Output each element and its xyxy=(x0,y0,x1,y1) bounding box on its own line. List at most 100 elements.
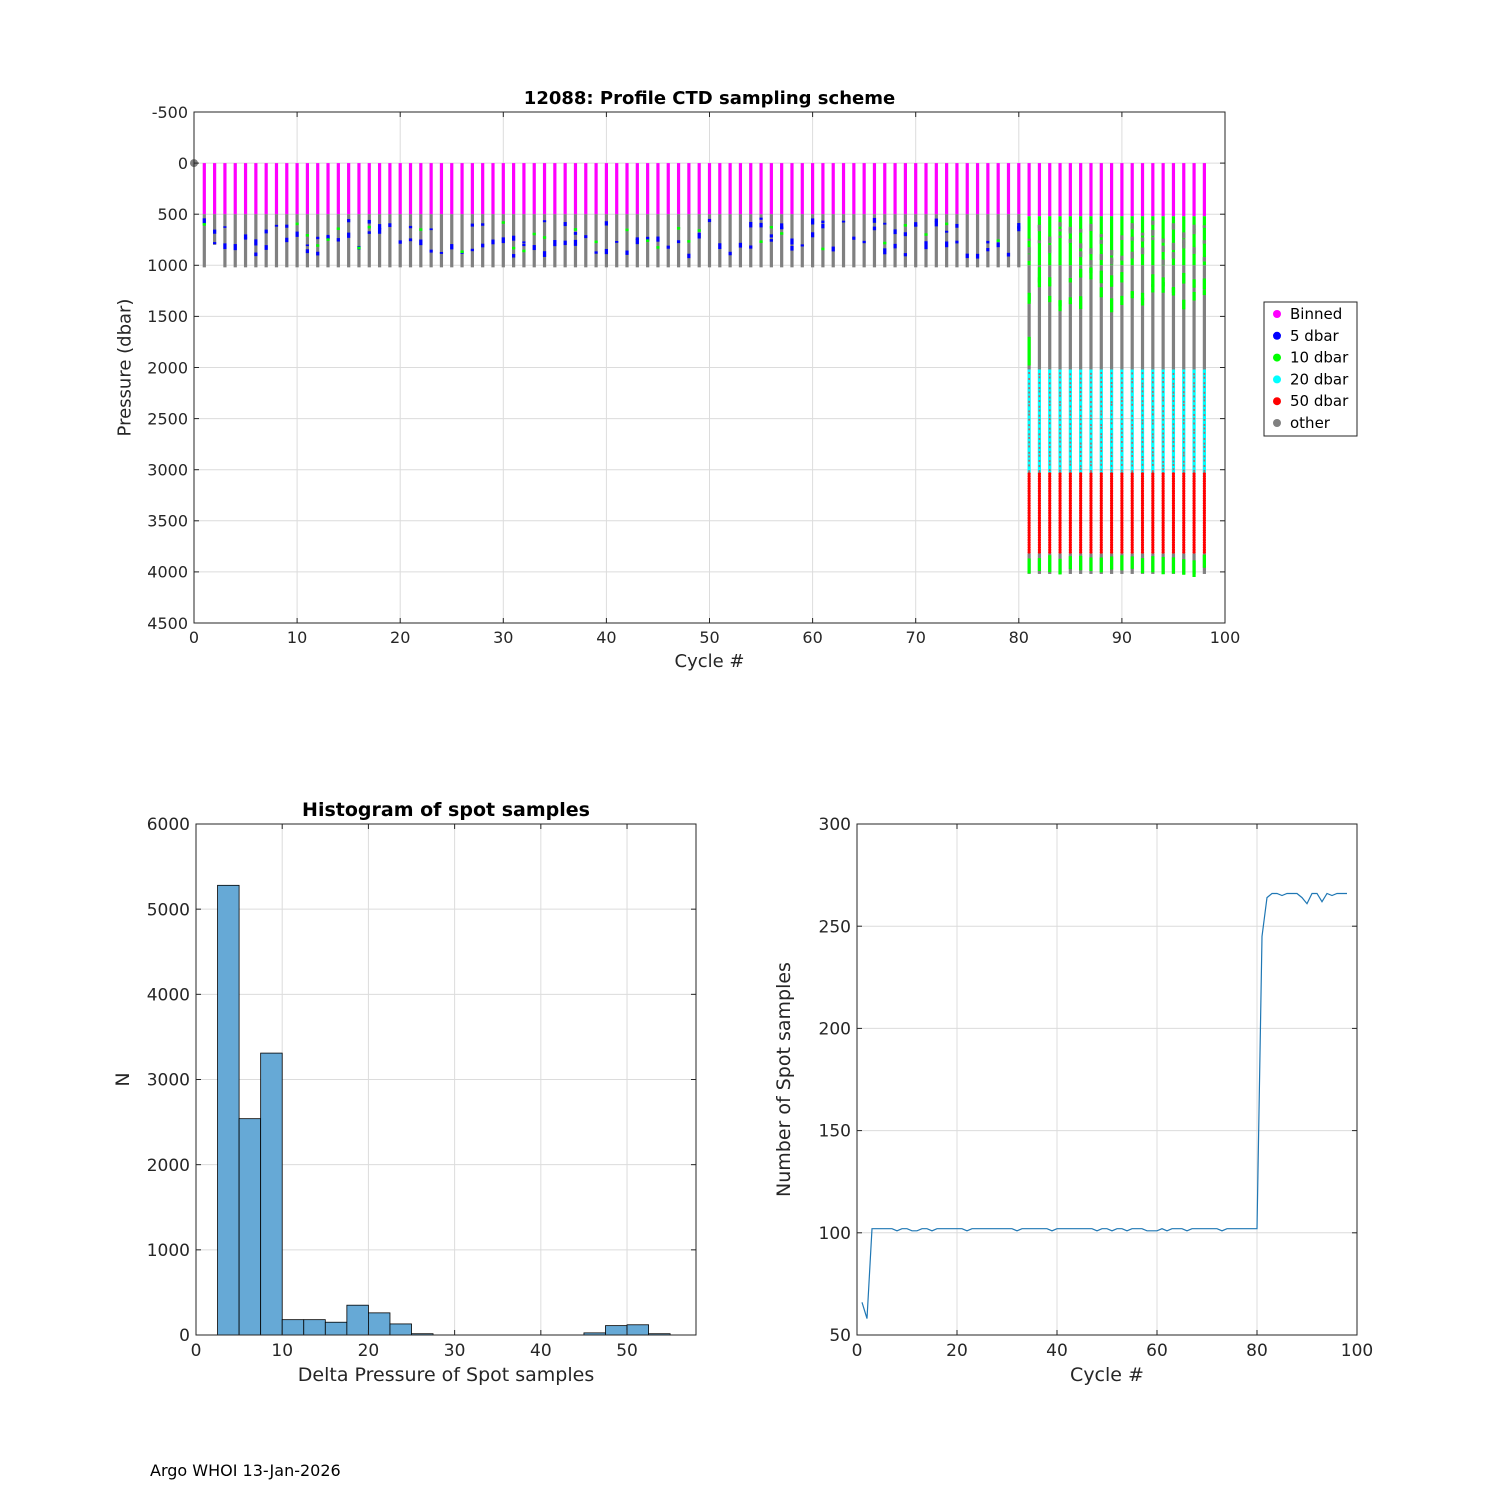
other-dot xyxy=(1059,418,1061,421)
dbar50-point xyxy=(1130,548,1134,552)
histogram-bar xyxy=(260,1052,283,1336)
other-segment xyxy=(666,214,670,268)
dbar5-segment xyxy=(264,229,268,234)
dbar50-point xyxy=(1120,506,1124,510)
other-segment xyxy=(1140,247,1145,255)
other-dot xyxy=(1182,391,1185,394)
dbar5-segment xyxy=(718,243,722,250)
dbar50-point xyxy=(1027,484,1031,488)
other-segment xyxy=(1171,252,1176,259)
dbar5-segment xyxy=(883,248,887,255)
dbar5-segment xyxy=(955,240,959,244)
binned-segment xyxy=(398,163,402,215)
other-dot xyxy=(1059,376,1061,379)
binned-segment xyxy=(1192,163,1196,217)
other-segment xyxy=(1202,225,1206,228)
other-segment xyxy=(718,214,722,268)
dbar50-point xyxy=(1192,484,1196,488)
dbar50-point xyxy=(1151,501,1155,505)
other-dot xyxy=(1141,422,1144,425)
dbar50-point xyxy=(1099,491,1103,496)
other-dot xyxy=(1059,401,1061,404)
dbar10-segment xyxy=(305,234,310,237)
binned-segment xyxy=(1079,163,1083,217)
dbar50-point xyxy=(1161,496,1165,500)
dbar50-point xyxy=(1140,506,1145,510)
dbar50-point xyxy=(1099,501,1103,505)
dbar50-point xyxy=(1099,486,1103,491)
dbar50-point xyxy=(1099,474,1103,478)
other-dot xyxy=(1193,405,1195,408)
dbar50-point xyxy=(1192,513,1196,518)
dbar50-point xyxy=(1171,484,1176,488)
other-dot xyxy=(1048,376,1051,379)
dbar50-point xyxy=(1182,508,1186,513)
other-dot xyxy=(1028,371,1030,374)
dbar5-segment xyxy=(274,224,279,227)
dbar50-point xyxy=(1171,513,1176,518)
other-dot xyxy=(1038,400,1041,403)
dbar50-point xyxy=(1099,479,1103,483)
other-dot xyxy=(1141,463,1144,466)
dbar5-segment xyxy=(573,232,578,235)
other-dot xyxy=(1152,386,1154,389)
dbar50-point xyxy=(1161,504,1165,508)
dbar10-segment xyxy=(295,222,299,226)
dbar50-point xyxy=(1089,506,1093,510)
dbar10-segment xyxy=(1068,297,1072,305)
dbar50-point xyxy=(1161,538,1165,542)
y-tick-label: 2000 xyxy=(147,1156,190,1176)
dbar20-segment xyxy=(1068,369,1072,473)
dbar50-point xyxy=(1130,504,1134,508)
binned-segment xyxy=(728,163,732,215)
y-tick-label: 4000 xyxy=(147,985,190,1005)
dbar50-point xyxy=(1037,474,1042,478)
dbar50-point xyxy=(1151,523,1155,527)
dbar50-point xyxy=(1151,550,1155,554)
other-segment xyxy=(213,214,217,245)
other-dot xyxy=(1028,382,1030,385)
other-segment xyxy=(1037,265,1042,370)
dbar50-point xyxy=(1192,528,1196,532)
other-dot xyxy=(1182,408,1185,411)
spot-count-line xyxy=(861,892,1347,1319)
binned-segment xyxy=(955,163,959,215)
other-dot xyxy=(1131,390,1134,393)
dbar50-point xyxy=(1192,533,1196,537)
dbar50-point xyxy=(1151,504,1155,508)
dbar50-point xyxy=(1089,545,1093,549)
other-dot xyxy=(1152,436,1154,439)
other-segment xyxy=(852,214,856,268)
dbar50-point xyxy=(1089,513,1093,518)
other-dot xyxy=(1079,431,1082,434)
dbar50-point xyxy=(1140,521,1145,525)
other-dot xyxy=(1121,427,1123,430)
other-segment xyxy=(1130,223,1134,230)
dbar50-point xyxy=(1202,484,1206,488)
dbar50-point xyxy=(1037,548,1042,552)
dbar50-point xyxy=(1130,533,1134,537)
dbar5-segment xyxy=(707,218,712,223)
dbar50-point xyxy=(1048,543,1052,547)
dbar10-segment xyxy=(1037,267,1042,283)
dbar20-segment xyxy=(1109,369,1114,473)
dbar50-point xyxy=(1058,501,1062,505)
dbar50-point xyxy=(1202,499,1206,503)
dbar50-point xyxy=(1202,479,1206,483)
other-segment xyxy=(1130,251,1134,259)
dbar50-point xyxy=(1058,499,1062,503)
dbar10-segment xyxy=(1120,272,1124,283)
dbar50-point xyxy=(1068,481,1072,486)
dbar10-segment xyxy=(1130,292,1134,299)
dbar50-point xyxy=(1109,538,1114,542)
dbar5-segment xyxy=(903,232,907,237)
dbar50-point xyxy=(1027,489,1031,493)
dbar5-segment xyxy=(738,242,743,248)
other-segment xyxy=(305,214,310,268)
dbar50-point xyxy=(1037,535,1042,540)
dbar50-point xyxy=(1171,533,1176,537)
dbar50-point xyxy=(1089,528,1093,532)
other-dot xyxy=(1152,400,1154,403)
other-dot xyxy=(1028,455,1030,458)
other-dot xyxy=(1131,437,1134,440)
